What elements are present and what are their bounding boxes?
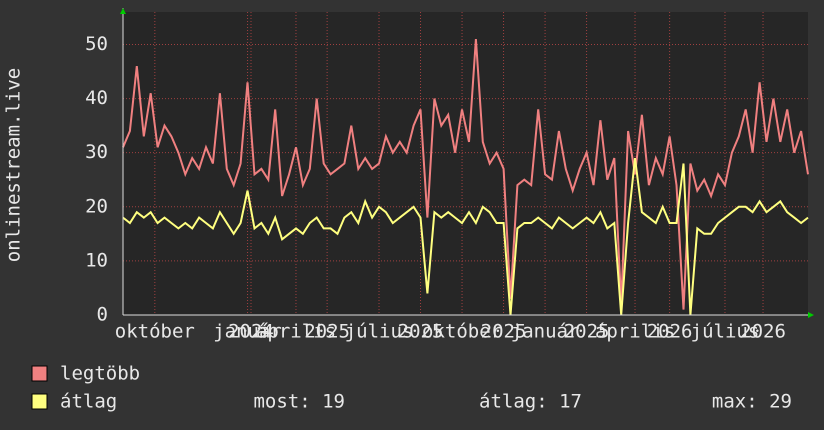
x-tick-label: 2026 bbox=[740, 321, 786, 343]
x-tick-label: 2025 bbox=[304, 321, 350, 343]
y-axis-label: onlinestream.live bbox=[3, 68, 25, 262]
legend: legtöbb átlag most: 19 átlag: 17 max: 29 bbox=[31, 363, 792, 413]
series-line bbox=[122, 39, 809, 310]
x-tick-label: 2025 bbox=[564, 321, 610, 343]
grid bbox=[123, 12, 808, 316]
legend-stat: most: 19 bbox=[253, 391, 345, 413]
legend-swatch bbox=[31, 393, 48, 410]
y-tick-label: 20 bbox=[85, 195, 108, 217]
legend-stat: max: 29 bbox=[712, 391, 792, 413]
x-tick-label: április bbox=[256, 321, 336, 343]
legend-stat: átlag: 17 bbox=[479, 391, 582, 413]
x-tick-label: 2025 bbox=[481, 321, 527, 343]
y-tick-label: 50 bbox=[85, 33, 108, 55]
y-tick-label: 40 bbox=[85, 87, 108, 109]
y-tick-label: 10 bbox=[85, 249, 108, 271]
x-tick-label: április bbox=[595, 321, 675, 343]
legend-label: átlag bbox=[60, 391, 117, 413]
legend-swatch bbox=[31, 365, 48, 382]
y-tick-label: 30 bbox=[85, 141, 108, 163]
x-tick-label: január bbox=[511, 321, 580, 343]
x-tick-label: október bbox=[422, 321, 502, 343]
legend-label: legtöbb bbox=[60, 363, 140, 385]
plot bbox=[122, 39, 809, 316]
x-tick-label: július bbox=[345, 321, 414, 343]
x-tick-label: 2024 bbox=[228, 321, 274, 343]
y-tick-label: 0 bbox=[97, 304, 108, 326]
x-tick-label: július bbox=[691, 321, 760, 343]
x-tick-label: 2025 bbox=[398, 321, 444, 343]
arrow bbox=[120, 8, 126, 14]
arrow bbox=[808, 312, 814, 318]
x-tick-label: január bbox=[213, 321, 282, 343]
x-tick-label: október bbox=[115, 321, 195, 343]
x-tick-label: 2026 bbox=[647, 321, 693, 343]
series-line bbox=[122, 157, 809, 316]
